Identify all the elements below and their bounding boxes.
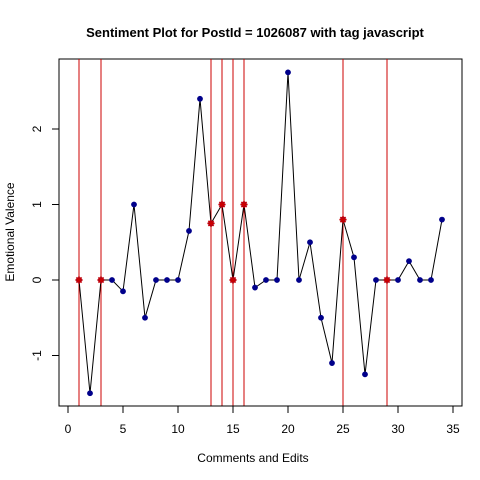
data-point-29 [395, 277, 401, 283]
data-point-1 [87, 390, 93, 397]
highlight-marker-2 [207, 219, 215, 227]
data-point-10 [186, 228, 192, 234]
y-axis: -1 0 1 2 [30, 125, 60, 361]
x-tick-label-4: 20 [281, 422, 295, 436]
y-tick-label-1: 0 [30, 276, 44, 283]
x-tick-label-7: 35 [446, 422, 460, 436]
y-tick-label-3: 2 [30, 125, 44, 132]
data-point-16 [252, 284, 258, 291]
x-tick-label-2: 10 [171, 422, 185, 436]
highlight-marker-4 [229, 276, 237, 284]
data-point-11 [197, 95, 203, 102]
data-point-32 [428, 277, 434, 283]
data-point-17 [263, 277, 269, 283]
y-tick-label-0: -1 [30, 350, 44, 361]
data-point-26 [362, 371, 368, 378]
data-point-7 [153, 277, 159, 283]
x-axis-label: Comments and Edits [197, 451, 308, 465]
data-point-25 [351, 254, 357, 261]
data-point-4 [120, 288, 126, 295]
plot-frame [58, 58, 463, 407]
x-tick-label-1: 5 [120, 422, 127, 436]
data-points [76, 69, 445, 397]
data-point-21 [307, 239, 313, 246]
data-point-20 [296, 277, 302, 283]
y-axis-label: Emotional Valence [3, 182, 17, 281]
x-tick-label-0: 0 [65, 422, 72, 436]
x-tick-label-6: 30 [391, 422, 405, 436]
data-point-6 [142, 314, 148, 321]
x-tick-label-3: 15 [226, 422, 240, 436]
data-point-22 [318, 314, 324, 321]
highlight-lines [78, 59, 388, 406]
highlight-marker-1 [97, 276, 105, 284]
x-tick-label-5: 25 [336, 422, 350, 436]
highlight-marker-0 [75, 276, 83, 284]
data-point-5 [131, 201, 137, 208]
highlight-marker-3 [218, 200, 226, 209]
data-point-30 [406, 258, 412, 265]
data-point-33 [439, 216, 445, 223]
highlight-marker-6 [339, 216, 347, 224]
highlight-marker-5 [240, 200, 248, 209]
data-point-27 [373, 277, 379, 283]
data-point-31 [417, 277, 423, 283]
highlight-markers [75, 200, 391, 284]
data-point-23 [329, 360, 335, 366]
series-line [78, 72, 443, 394]
x-axis: 0 5 10 15 20 25 30 35 [65, 405, 460, 436]
data-point-9 [175, 277, 181, 283]
highlight-marker-7 [383, 276, 391, 284]
y-tick-label-2: 1 [30, 201, 44, 208]
data-point-18 [274, 277, 280, 283]
data-point-19 [285, 69, 291, 76]
data-point-8 [164, 277, 170, 283]
chart-title: Sentiment Plot for PostId = 1026087 with… [86, 25, 424, 40]
data-point-3 [109, 277, 115, 283]
